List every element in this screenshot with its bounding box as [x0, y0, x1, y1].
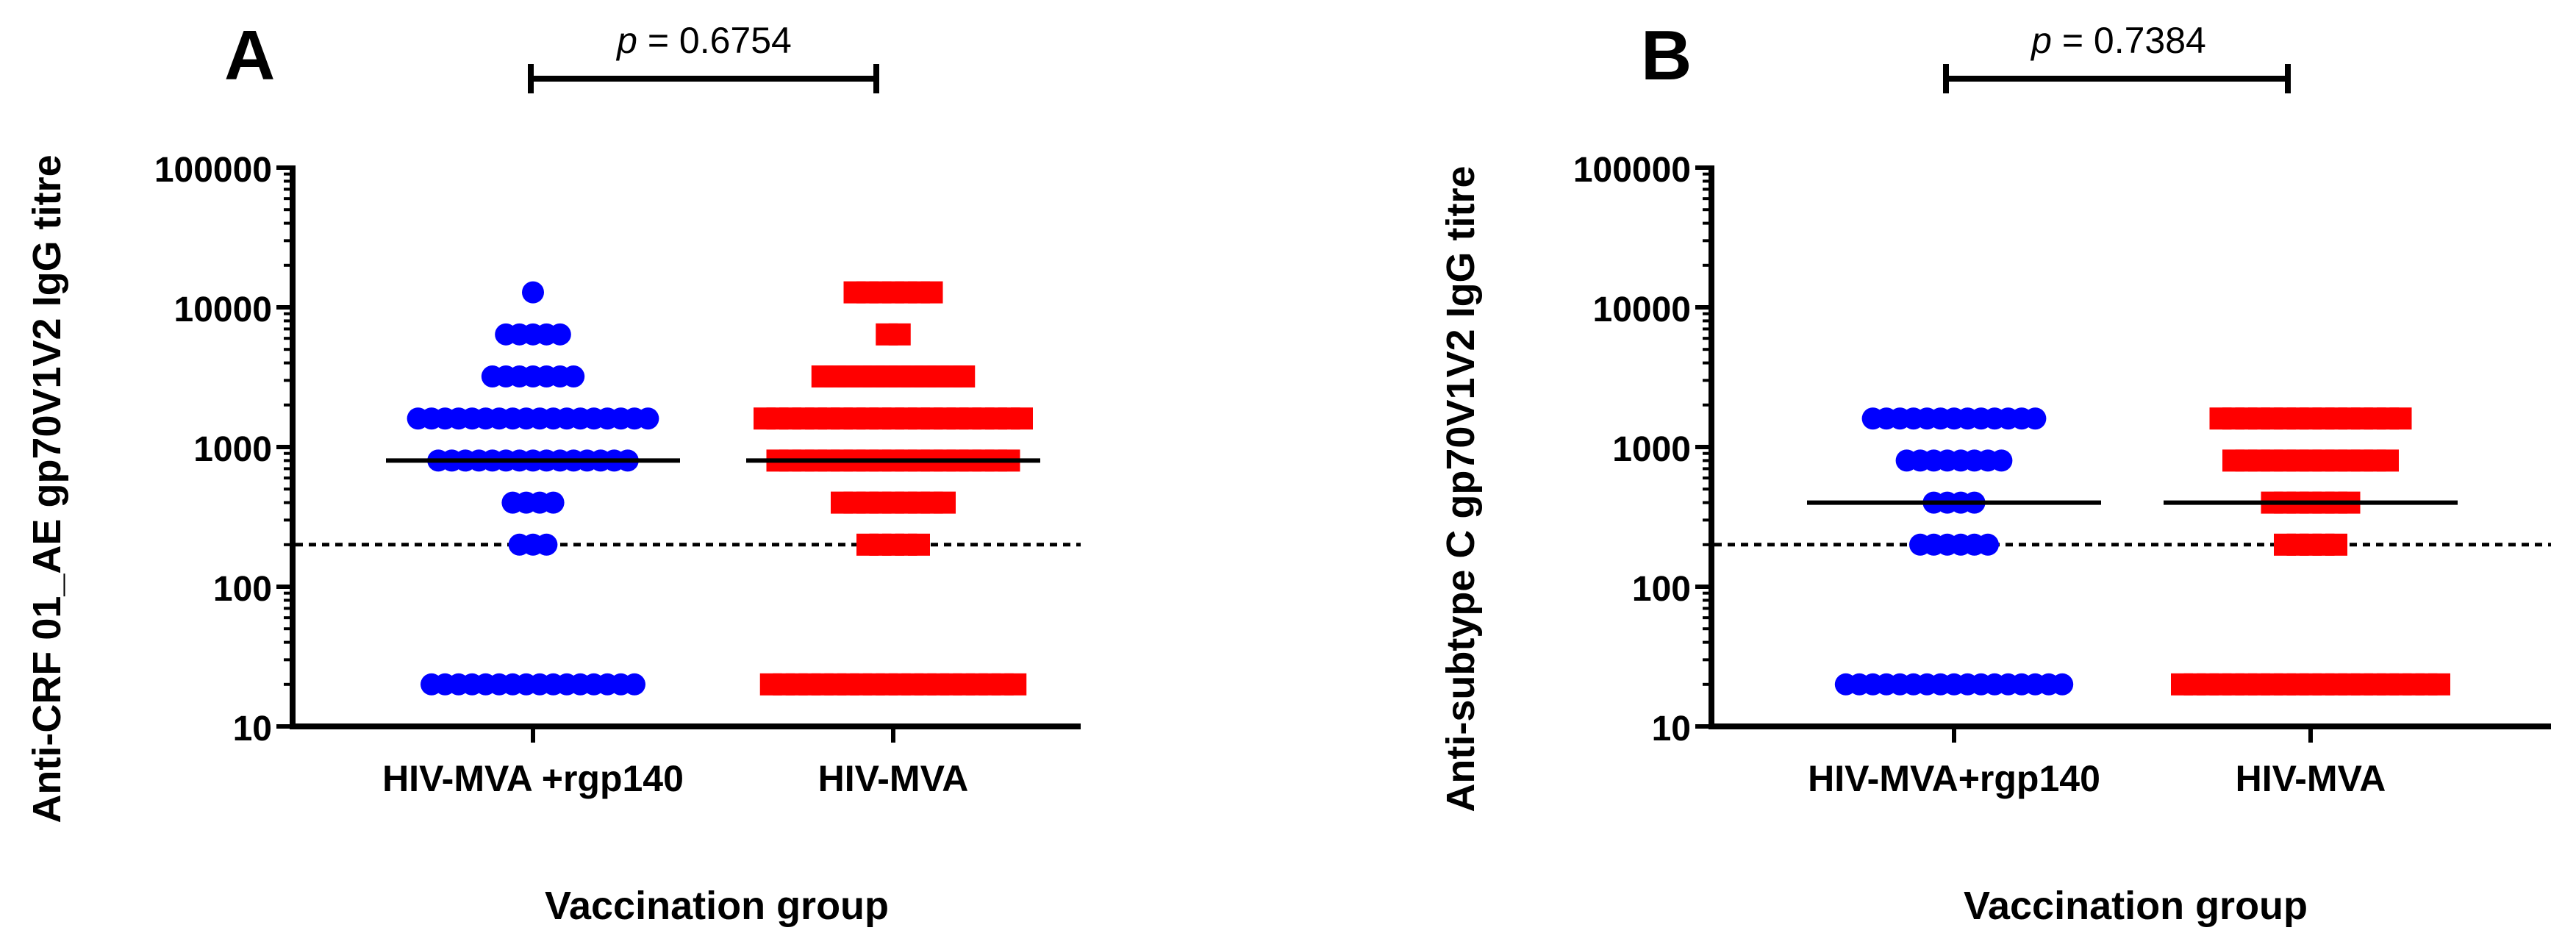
- panel-a: A p = 0.6754 Anti-CRF 01_AE gp70V1V2 IgG…: [25, 16, 1081, 928]
- panel-letter-a: A: [224, 16, 275, 95]
- panel-letter-b: B: [1641, 16, 1692, 95]
- point-a-s0-r6-2: [535, 533, 558, 556]
- point-b-s1-r0-14: [2389, 407, 2412, 430]
- marks-b: [1695, 64, 2551, 743]
- point-b-s0-r3-5: [1977, 533, 1999, 556]
- p-value-a-prefix: p: [615, 20, 637, 61]
- p-value-a: p = 0.6754: [615, 20, 792, 61]
- point-a-s0-r1-4: [548, 323, 571, 346]
- category-label-a-1: HIV-MVA: [818, 758, 969, 799]
- y-tick-label-b-0: 100000: [1573, 151, 1691, 190]
- point-a-s0-r3-17: [637, 407, 659, 430]
- point-a-s1-r6-4: [908, 533, 930, 556]
- point-a-s0-r5-3: [542, 491, 565, 514]
- point-a-s1-r7-19: [1004, 673, 1027, 696]
- x-axis-title-a: Vaccination group: [545, 884, 889, 928]
- y-axis-title-b: Anti-subtype C gp70V1V2 IgG titre: [1439, 165, 1483, 812]
- y-tick-label-a-3: 100: [213, 570, 272, 609]
- point-a-s1-r3-20: [1011, 407, 1033, 430]
- point-b-s1-r1-12: [2377, 449, 2399, 472]
- category-label-b-0: HIV-MVA+rgp140: [1808, 758, 2100, 799]
- y-tick-label-b-1: 10000: [1593, 290, 1691, 329]
- point-a-s1-r2-11: [953, 365, 976, 388]
- category-label-b-1: HIV-MVA: [2236, 758, 2386, 799]
- point-b-s0-r1-7: [1990, 449, 2013, 472]
- y-tick-label-b-4: 10: [1652, 710, 1691, 748]
- point-b-s0-r4-16: [2051, 673, 2074, 696]
- panel-b: B p = 0.7384 Anti-subtype C gp70V1V2 IgG…: [1439, 16, 2551, 928]
- y-tick-label-a-2: 1000: [193, 430, 272, 469]
- point-a-s0-r7-15: [623, 673, 645, 696]
- marks-a: [276, 64, 1081, 743]
- y-tick-label-b-3: 100: [1632, 570, 1691, 609]
- point-a-s1-r1-1: [888, 323, 911, 346]
- p-value-a-text: = 0.6754: [637, 20, 792, 61]
- y-tick-label-a-0: 100000: [154, 151, 272, 190]
- x-axis-title-b: Vaccination group: [1964, 884, 2308, 928]
- p-value-b-text: = 0.7384: [2052, 20, 2206, 61]
- point-a-s1-r0-6: [920, 281, 943, 304]
- point-b-s1-r3-4: [2325, 533, 2347, 556]
- y-axis-title-a: Anti-CRF 01_AE gp70V1V2 IgG titre: [25, 154, 69, 823]
- point-a-s0-r2-6: [562, 365, 585, 388]
- point-b-s1-r4-20: [2428, 673, 2450, 696]
- point-a-s0-r0-0: [522, 281, 544, 304]
- y-tick-label-a-1: 10000: [174, 290, 272, 329]
- y-tick-label-b-2: 1000: [1612, 430, 1691, 469]
- p-value-b-prefix: p: [2030, 20, 2052, 61]
- point-a-s1-r5-8: [934, 491, 956, 514]
- p-value-b: p = 0.7384: [2030, 20, 2206, 61]
- point-b-s0-r0-12: [2024, 407, 2047, 430]
- category-label-a-0: HIV-MVA +rgp140: [382, 758, 684, 799]
- y-tick-label-a-4: 10: [233, 710, 272, 748]
